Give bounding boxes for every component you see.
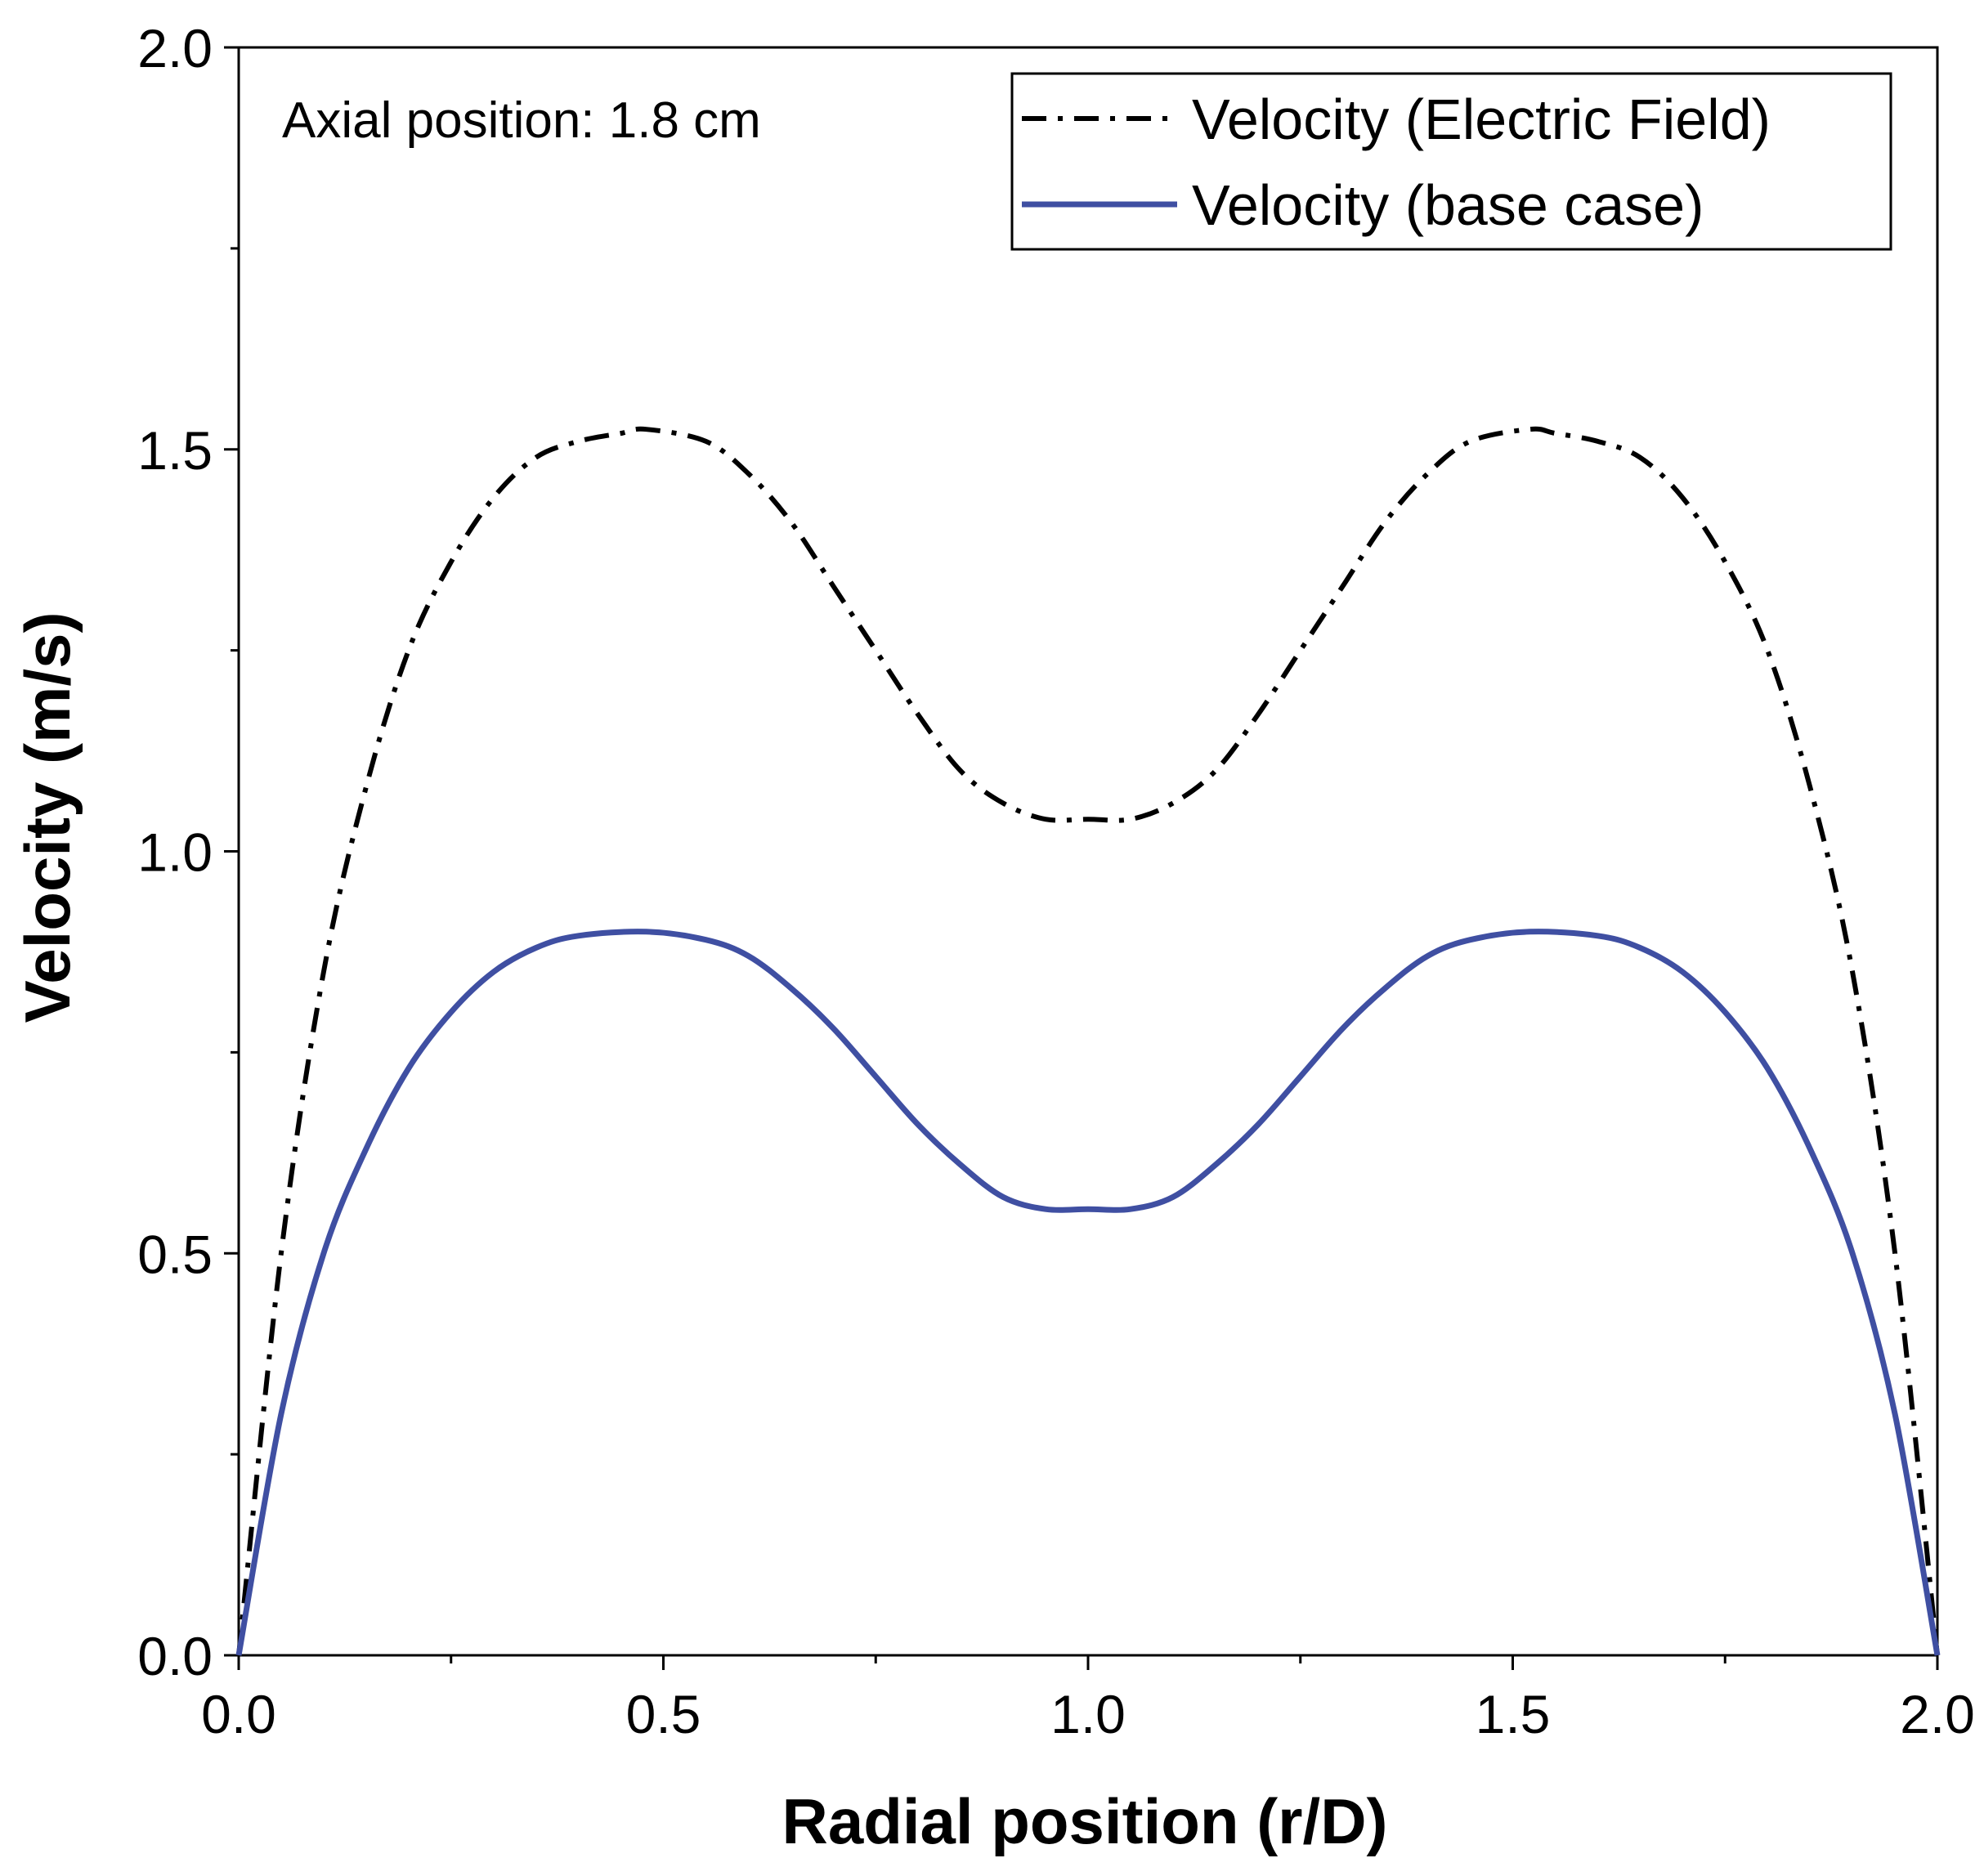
x-tick-label: 2.0 (1900, 1684, 1975, 1744)
y-tick-label: 0.0 (137, 1626, 213, 1686)
series-line-electric-field (236, 426, 1940, 1656)
x-tick-label: 1.5 (1476, 1684, 1551, 1744)
legend-box (1010, 72, 1892, 251)
axial-position-annotation: Axial position: 1.8 cm (282, 92, 761, 149)
legend-label-base-case: Velocity (base case) (1192, 173, 1704, 237)
y-tick-label: 1.5 (137, 420, 213, 481)
legend: Velocity (Electric Field) Velocity (base… (1010, 72, 1892, 251)
y-tick-label: 0.5 (137, 1224, 213, 1284)
x-tick-label: 0.5 (626, 1684, 701, 1744)
x-axis-title: Radial position (r/D) (782, 1785, 1388, 1857)
x-tick-label: 0.0 (201, 1684, 276, 1744)
y-tick-label: 1.0 (137, 822, 213, 883)
y-tick-label: 2.0 (137, 18, 213, 78)
series-line-base-case (235, 929, 1941, 1656)
legend-label-electric-field: Velocity (Electric Field) (1192, 87, 1771, 151)
series-layer (235, 426, 1941, 1656)
axis-ticks: 0.0 0.5 1.0 1.5 2.0 0.0 0.5 1.0 1.5 2.0 (137, 18, 1975, 1744)
x-tick-label: 1.0 (1050, 1684, 1126, 1744)
plot-area-border (237, 46, 1939, 1657)
plot-frame (237, 46, 1939, 1657)
y-axis-title: Velocity (m/s) (11, 612, 83, 1023)
